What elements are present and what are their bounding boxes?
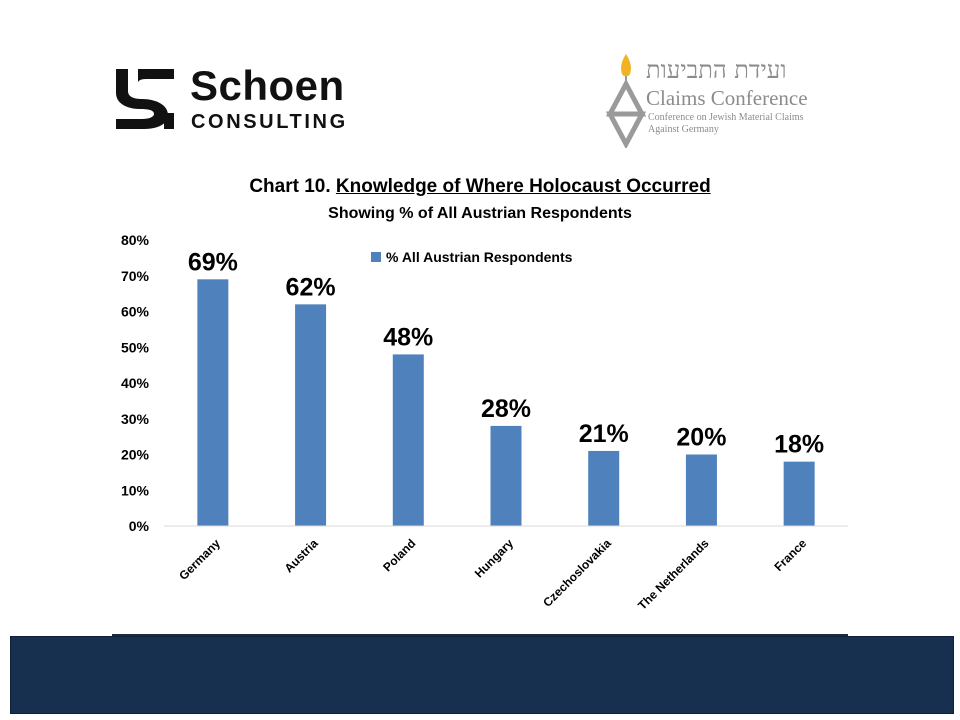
- bar: [197, 279, 229, 526]
- claims-subtitle-line2: Against Germany: [648, 124, 719, 135]
- schoen-logo-name: Schoen: [190, 62, 345, 109]
- x-tick-label: France: [772, 536, 810, 574]
- y-tick-label: 70%: [121, 268, 150, 284]
- x-tick-label: Hungary: [472, 536, 517, 581]
- claims-name: Claims Conference: [646, 86, 808, 110]
- x-axis: Germany Austria Poland Hungary Czechoslovaki…: [164, 525, 848, 613]
- data-label: 20%: [676, 424, 726, 452]
- legend-label: % All Austrian Respondents: [386, 249, 573, 265]
- y-tick-label: 50%: [121, 339, 150, 355]
- x-tick-label: Germany: [176, 536, 223, 583]
- y-axis: 0% 10% 20% 30% 40% 50% 60% 70% 80%: [121, 232, 150, 534]
- bar: [685, 454, 717, 526]
- bar: [490, 425, 522, 526]
- y-tick-label: 40%: [121, 375, 150, 391]
- data-labels: 69% 62% 48% 28% 21% 20% 18%: [188, 248, 824, 458]
- data-label: 28%: [481, 395, 531, 423]
- y-tick-label: 30%: [121, 411, 150, 427]
- schoen-consulting-logo: Schoen CONSULTING: [116, 62, 348, 136]
- bar: [392, 354, 424, 526]
- bar: [783, 461, 815, 526]
- x-tick-label: Poland: [380, 536, 418, 574]
- y-tick-label: 10%: [121, 482, 150, 498]
- data-label: 21%: [579, 420, 629, 448]
- data-label: 48%: [383, 323, 433, 351]
- chart-subtitle: Showing % of All Austrian Respondents: [328, 205, 632, 222]
- bar: [295, 304, 327, 526]
- footer-band: [10, 636, 954, 714]
- claims-subtitle-line1: Conference on Jewish Material Claims: [648, 112, 804, 123]
- chart-title-prefix: Chart 10.: [249, 176, 336, 197]
- x-tick-label: The Netherlands: [635, 536, 712, 613]
- x-tick-label: Czechoslovakia: [540, 536, 614, 610]
- data-label: 18%: [774, 431, 824, 459]
- data-label: 62%: [286, 273, 336, 301]
- footer-divider: [112, 634, 848, 636]
- bars: [197, 279, 815, 526]
- x-tick-label: Austria: [282, 536, 321, 575]
- y-tick-label: 80%: [121, 232, 150, 248]
- y-tick-label: 20%: [121, 447, 150, 463]
- schoen-logo-subtitle: CONSULTING: [191, 111, 348, 133]
- chart-legend: % All Austrian Respondents: [371, 249, 573, 265]
- claims-conference-logo: ועידת התביעות Claims Conference Conferen…: [600, 50, 840, 150]
- candle-star-of-david-icon: [606, 54, 646, 148]
- bar: [588, 450, 620, 526]
- claims-hebrew-name: ועידת התביעות: [646, 56, 787, 84]
- y-tick-label: 0%: [129, 518, 150, 534]
- data-label: 69%: [188, 248, 238, 276]
- legend-swatch: [371, 252, 381, 262]
- schoen-s-mark-icon: [116, 69, 174, 129]
- y-tick-label: 60%: [121, 304, 150, 320]
- bar-chart: 0% 10% 20% 30% 40% 50% 60% 70% 80% 69% 62% 48% 28% 2…: [121, 232, 848, 613]
- chart-title: Chart 10. Knowledge of Where Holocaust O…: [0, 175, 960, 199]
- chart-title-main: Knowledge of Where Holocaust Occurred: [335, 176, 711, 197]
